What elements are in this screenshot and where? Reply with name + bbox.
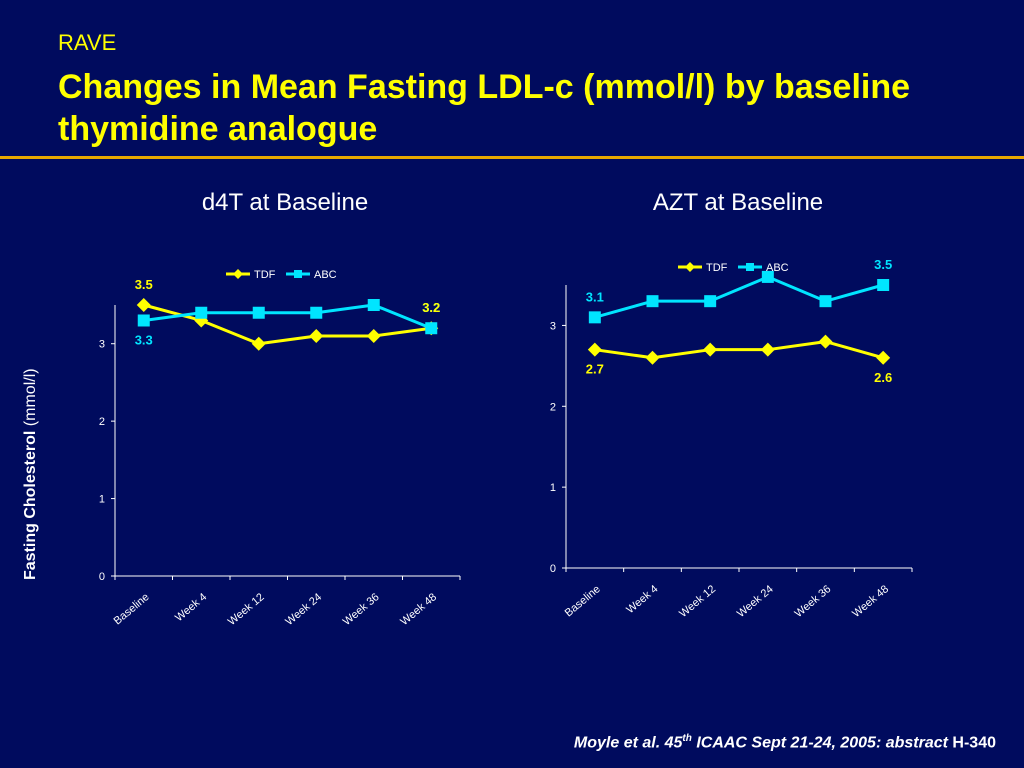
y-tick-label: 1: [99, 494, 105, 506]
point-abc: [819, 295, 832, 308]
point-abc: [252, 306, 265, 319]
point-tdf: [309, 328, 324, 343]
y-tick-label: 2: [99, 416, 105, 428]
legend-item-tdf: TDF: [678, 262, 728, 274]
data-label-abc: 3.3: [135, 332, 153, 347]
legend-item-abc: ABC: [286, 269, 337, 281]
y-tick-label: 0: [550, 563, 556, 575]
legend-item-tdf: TDF: [226, 269, 276, 281]
x-tick-label: Week 36: [793, 583, 834, 620]
x-tick-label: Week 48: [850, 583, 891, 620]
data-label-tdf: 3.2: [422, 300, 440, 315]
point-tdf: [645, 350, 660, 365]
slide-title: Changes in Mean Fasting LDL-c (mmol/l) b…: [58, 68, 911, 148]
point-abc: [761, 270, 774, 283]
legend-marker: [233, 269, 243, 279]
legend-label: ABC: [766, 262, 789, 274]
legend-label: TDF: [706, 262, 728, 274]
legend-marker: [685, 262, 695, 272]
title-divider: [0, 156, 1024, 159]
citation-text: Moyle et al. 45: [573, 734, 683, 752]
y-tick-label: 3: [550, 320, 556, 332]
y-tick-label: 3: [99, 339, 105, 351]
point-abc: [646, 295, 659, 308]
point-abc: [310, 306, 323, 319]
point-tdf: [251, 336, 266, 351]
series-line-abc: [594, 275, 884, 319]
x-tick-label: Week 12: [677, 583, 718, 620]
point-abc: [704, 295, 717, 308]
citation-sup: th: [682, 733, 692, 744]
point-abc: [195, 306, 208, 319]
point-tdf: [876, 350, 891, 365]
point-abc: [137, 314, 150, 327]
series-line-abc: [143, 303, 432, 330]
point-abc: [425, 322, 438, 335]
data-label-abc: 3.2: [422, 300, 440, 315]
point-tdf: [136, 298, 151, 312]
data-label-abc: 3.5: [874, 257, 892, 272]
y-tick-label: 2: [550, 401, 556, 413]
legend-marker: [294, 270, 302, 278]
citation-code: H-340: [952, 734, 996, 752]
point-tdf: [366, 328, 381, 343]
citation-rest: ICAAC Sept 21-24, 2005: abstract: [691, 734, 953, 752]
point-abc: [588, 311, 601, 324]
x-tick-label: Week 24: [735, 583, 776, 620]
x-tick-label: Baseline: [563, 583, 603, 619]
point-abc: [877, 279, 890, 291]
point-tdf: [760, 342, 775, 357]
series-line-tdf: [594, 340, 884, 360]
data-label-tdf: 3.5: [135, 277, 153, 292]
point-tdf: [818, 334, 833, 349]
point-tdf: [587, 342, 602, 357]
chart-title-azt: AZT at Baseline: [652, 189, 824, 216]
x-tick-label: Week 4: [624, 583, 660, 616]
data-label-tdf: 2.7: [586, 362, 604, 377]
legend-item-abc: ABC: [738, 262, 789, 274]
y-tick-label: 1: [550, 482, 556, 494]
series-line-tdf: [143, 303, 432, 346]
slide-kicker: RAVE: [58, 30, 117, 55]
point-tdf: [703, 342, 718, 357]
point-abc: [367, 299, 380, 311]
legend-label: TDF: [254, 269, 276, 281]
data-label-abc: 3.1: [586, 289, 604, 304]
data-label-tdf: 2.6: [874, 370, 892, 385]
citation: Moyle et al. 45th ICAAC Sept 21-24, 2005…: [574, 733, 996, 752]
legend-label: ABC: [314, 269, 337, 281]
legend-marker: [746, 263, 754, 271]
chart-title-d4t: d4T at Baseline: [201, 189, 369, 216]
y-tick-label: 0: [99, 571, 105, 583]
